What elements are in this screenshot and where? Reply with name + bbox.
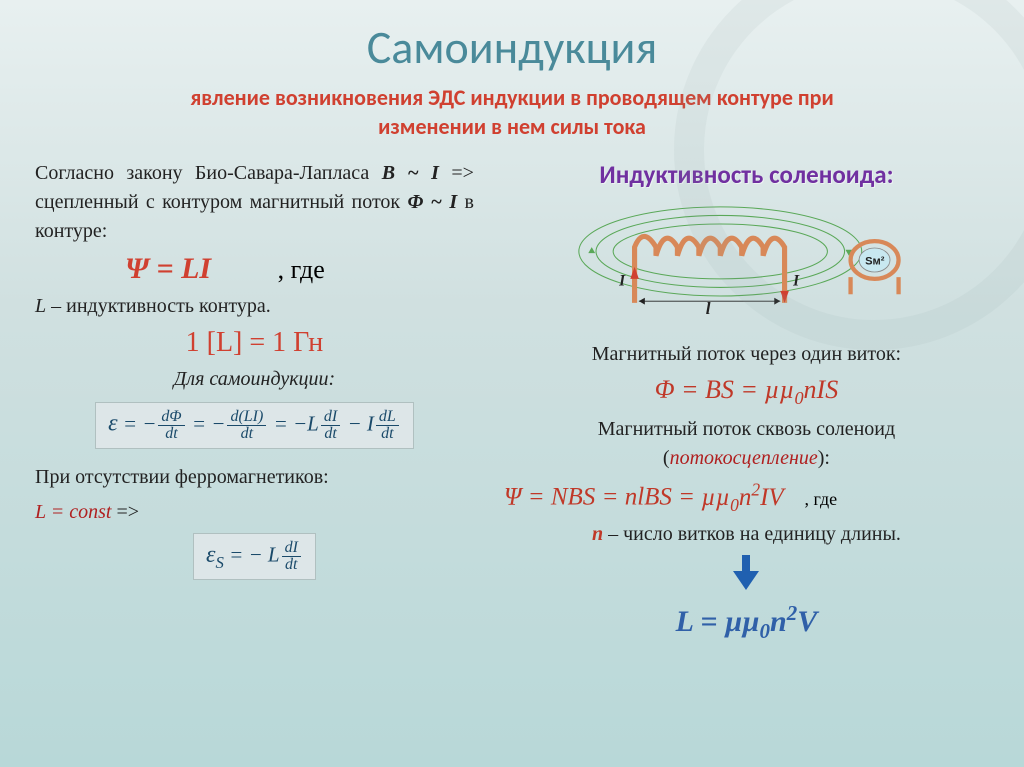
no-ferromagnetics: При отсутствии ферромагнетиков: (35, 463, 474, 492)
text-where: , где (278, 255, 325, 284)
inductance-def: L – индуктивность контура. (35, 292, 474, 321)
biot-savart-para: Согласно закону Био-Савара-Лапласа B ~ I… (35, 159, 474, 246)
svg-text:I: I (619, 273, 627, 290)
henry-unit: 1 [L] = 1 Гн (35, 327, 474, 359)
arrow-down-icon (504, 555, 989, 595)
formula-psi-LI: Ψ = LI (125, 252, 211, 285)
text-fragment: – индуктивность контура. (46, 295, 271, 317)
var-Phi-I: Φ ~ I (407, 191, 457, 213)
n-definition: n – число витков на единицу длины. (504, 520, 989, 549)
emf-derivative-formula: ε = −dΦdt = −d(LI)dt = −LdIdt − IdLdt (95, 402, 414, 449)
text-fragment: – число витков на единицу длины. (603, 523, 901, 545)
flux-solenoid-label: Магнитный поток сквозь соленоид (потокос… (504, 415, 989, 473)
text-fragment: Магнитный поток сквозь соленоид (598, 418, 895, 440)
svg-text:l: l (706, 299, 711, 318)
paren-open: ( (663, 447, 670, 469)
self-induction-label: Для самоиндукции: (35, 365, 474, 394)
emf-self-formula: εS = − LdIdt (193, 533, 316, 580)
flux-one-turn-formula: Φ = BS = µµ0nIS (504, 375, 989, 409)
var-B-I: B ~ I (382, 162, 439, 184)
L-const-line: L = const => (35, 498, 474, 527)
var-n: n (592, 523, 603, 545)
paren-close: ): (818, 447, 830, 469)
text-where: , где (804, 489, 837, 509)
implies: => (111, 501, 139, 523)
subtitle-line2: изменении в нем силы тока (378, 113, 646, 140)
text-fragment: Согласно закону Био-Савара-Лапласа (35, 162, 382, 184)
inductance-final: L = µµ0n2V (504, 601, 989, 644)
var-L: L (35, 295, 46, 317)
L-const: L = const (35, 501, 111, 523)
flux-linkage-formula: Ψ = LI , где (35, 252, 474, 286)
flux-linkage-term: потокосцепление (670, 447, 818, 469)
flux-linkage-solenoid: Ψ = NBS = nlBS = µµ0n2IV , где (504, 479, 989, 515)
left-column: Согласно закону Био-Савара-Лапласа B ~ I… (35, 159, 474, 650)
unit-text: 1 [L] = 1 Гн (186, 327, 324, 358)
